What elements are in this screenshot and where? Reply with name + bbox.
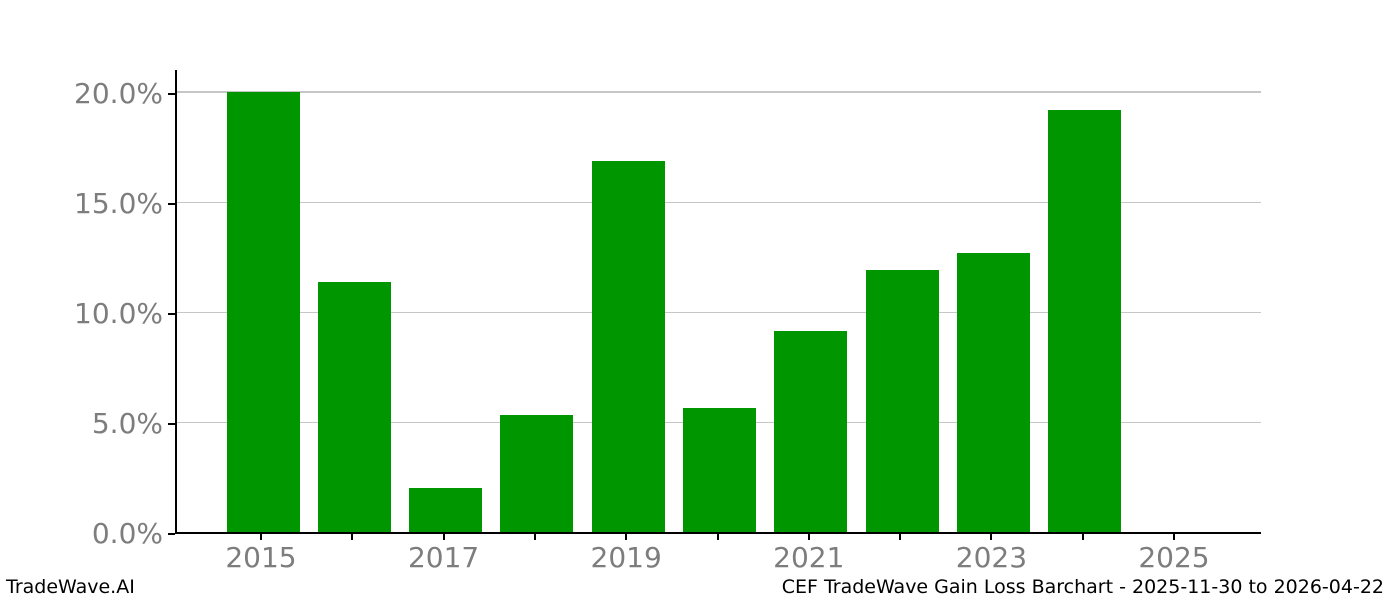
y-tick-mark-10.0% [168,312,175,315]
gridline-20.0% [177,91,1261,93]
y-tick-mark-5.0% [168,422,175,425]
bar-2015 [226,91,300,532]
x-tick-label-2019: 2019 [590,541,662,574]
y-tick-mark-15.0% [168,202,175,205]
x-tick-mark-2025 [1173,534,1175,540]
y-tick-label-0.0%: 0.0% [91,517,163,550]
y-tick-label-20.0%: 20.0% [74,76,163,110]
plot-area [175,70,1261,534]
gridline-15.0% [177,201,1261,203]
x-tick-label-2017: 2017 [407,541,480,574]
x-tick-mark-2023 [990,534,993,540]
bar-2021 [774,330,848,532]
x-tick-label-2021: 2021 [773,541,845,574]
y-tick-label-5.0%: 5.0% [91,406,163,440]
x-tick-mark-2017 [442,534,445,540]
bar-2023 [956,252,1030,532]
x-tick-mark-2022 [899,534,902,540]
bar-2020 [683,407,756,532]
x-tick-label-2015: 2015 [225,541,297,574]
bar-2019 [591,161,665,532]
chart-caption: CEF TradeWave Gain Loss Barchart - 2025-… [781,576,1384,598]
bar-2018 [500,415,574,532]
x-tick-mark-2019 [625,534,628,540]
x-tick-label-2023: 2023 [955,541,1028,574]
bar-2016 [317,282,391,532]
y-tick-label-10.0%: 10.0% [74,296,163,330]
y-tick-label-15.0%: 15.0% [74,186,163,220]
x-tick-label-2025: 2025 [1138,541,1210,574]
bar-2022 [865,270,939,532]
x-tick-mark-2021 [807,534,810,540]
gridline-10.0% [177,311,1261,313]
y-tick-mark-20.0% [168,92,175,95]
x-tick-mark-2015 [260,534,262,540]
x-tick-mark-2020 [716,534,719,540]
x-tick-mark-2024 [1081,534,1084,540]
y-tick-mark-0.0% [168,533,175,535]
watermark-brand: TradeWave.AI [6,576,135,598]
x-tick-mark-2018 [533,534,536,540]
bar-2017 [409,488,483,532]
x-tick-mark-2016 [351,534,354,540]
bar-2024 [1048,109,1122,532]
